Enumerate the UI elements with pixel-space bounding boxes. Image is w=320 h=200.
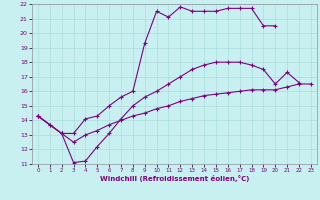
X-axis label: Windchill (Refroidissement éolien,°C): Windchill (Refroidissement éolien,°C) — [100, 175, 249, 182]
